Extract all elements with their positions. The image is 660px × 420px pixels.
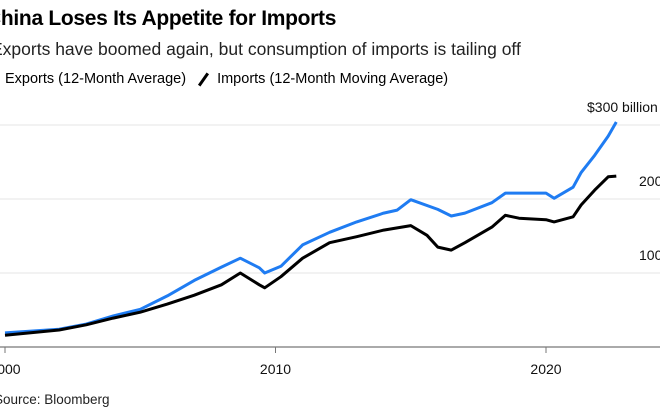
legend-label-exports: Exports (12-Month Average): [5, 71, 187, 87]
legend: Exports (12-Month Average) Imports (12-M…: [0, 71, 448, 87]
y-tick-label: 200: [639, 173, 660, 189]
x-tick-label: 2020: [530, 361, 561, 377]
series-line-imports: [4, 174, 617, 337]
y-tick-label: $300 billion: [587, 99, 658, 115]
chart-title: China Loses Its Appetite for Imports: [0, 7, 337, 30]
series-line-exports: [4, 121, 618, 335]
y-tick-label: 100: [639, 247, 660, 263]
chart-subtitle: Exports have boomed again, but consumpti…: [0, 39, 521, 59]
legend-label-imports: Imports (12-Month Moving Average): [217, 71, 449, 87]
source-note: Source: Bloomberg: [0, 392, 110, 407]
x-tick-label: 2010: [260, 361, 291, 377]
x-tick-label: 2000: [0, 361, 21, 377]
